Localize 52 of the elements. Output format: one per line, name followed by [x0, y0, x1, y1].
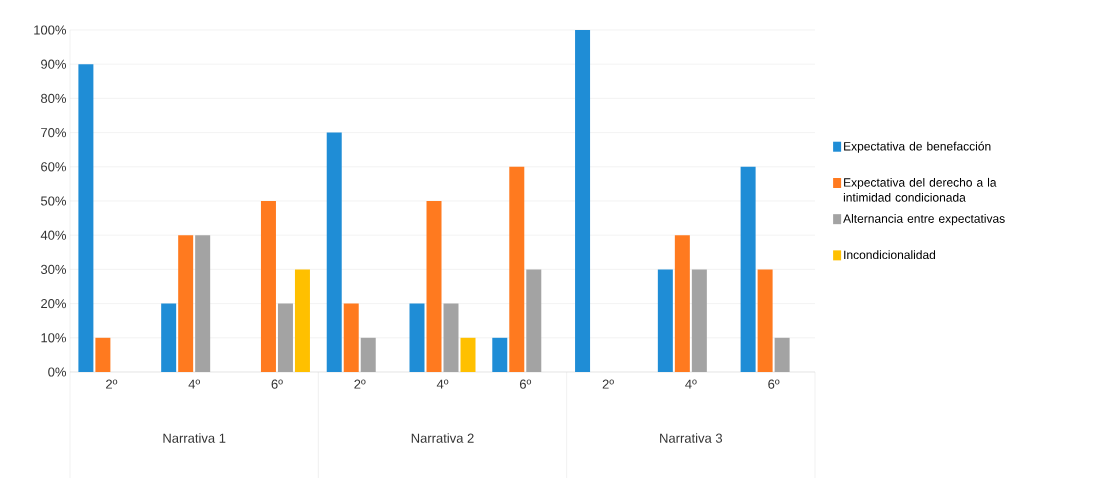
x-tick-label: 4º: [436, 379, 449, 389]
y-tick-label: 80%: [41, 93, 67, 103]
bar: [575, 30, 591, 372]
bar: [343, 303, 359, 372]
bar: [426, 201, 442, 372]
y-tick-label: 100%: [34, 25, 67, 35]
x-tick-label: 6º: [768, 379, 780, 389]
x-tick-label: 4º: [685, 379, 697, 389]
x-tick-label: 6º: [519, 379, 532, 389]
y-tick-label: 60%: [41, 162, 67, 172]
legend-label: Expectativa del derecho a la intimidad condicionada: [843, 177, 997, 202]
x-tick-label: 2º: [354, 379, 366, 389]
legend-label: Alternancia entre expectativas: [843, 214, 1005, 226]
bar: [195, 235, 211, 372]
bar: [326, 132, 342, 372]
bar: [509, 166, 525, 372]
bar: [409, 303, 425, 372]
y-tick-label: 70%: [41, 127, 67, 138]
y-tick-label: 50%: [40, 196, 67, 206]
bar: [277, 303, 293, 372]
bar: [360, 337, 376, 372]
bar: [178, 235, 194, 372]
bar: [674, 235, 690, 372]
y-tick-label: 10%: [41, 333, 67, 343]
bar: [443, 303, 459, 372]
bar: [774, 337, 790, 372]
x-tick-label: 2º: [106, 379, 118, 389]
bar: [657, 269, 673, 372]
bar: [740, 166, 756, 372]
text: Narrativa 3: [660, 433, 723, 443]
bar: [492, 337, 508, 372]
x-tick-label: 2º: [602, 379, 614, 389]
legend-label: Incondicionalidad: [844, 250, 936, 260]
x-tick-label: 4º: [188, 379, 201, 389]
bar: [691, 269, 707, 372]
bar: [294, 269, 310, 372]
text: Narrativa 1: [163, 433, 226, 443]
y-tick-label: 20%: [41, 298, 67, 309]
y-tick-label: 30%: [40, 264, 67, 274]
bar: [78, 64, 94, 372]
bar: [95, 337, 111, 372]
bar: [460, 337, 476, 372]
legend-label: Expectativa de benefacción: [844, 141, 991, 153]
bar: [526, 269, 542, 372]
x-tick-label: 6º: [271, 379, 283, 389]
bar: [757, 269, 773, 372]
bar: [161, 303, 177, 372]
y-tick-label: 0%: [48, 367, 67, 377]
text: Narrativa 2: [411, 433, 474, 443]
y-tick-label: 40%: [40, 230, 67, 240]
bar: [260, 201, 276, 372]
y-tick-label: 90%: [41, 59, 67, 69]
